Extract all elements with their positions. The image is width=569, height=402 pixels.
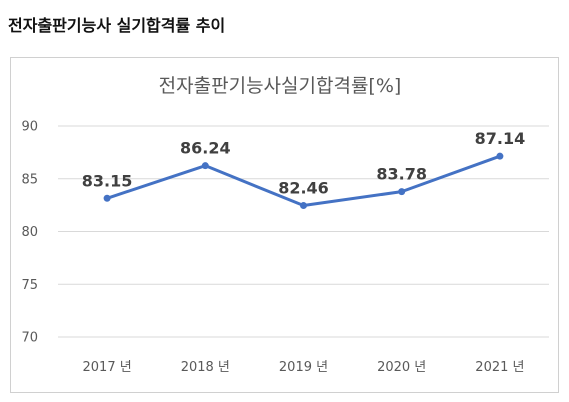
data-label: 83.78 <box>376 165 427 184</box>
data-label: 83.15 <box>82 171 133 190</box>
y-tick-label: 75 <box>21 278 38 293</box>
page-heading: 전자출판기능사 실기합격률 추이 <box>8 16 226 35</box>
x-axis-ticks: 2017 년 2018 년 2019 년 2020 년 2021 년 <box>83 360 525 375</box>
x-tick-label: 2021 년 <box>475 360 524 375</box>
y-axis-ticks: 70 75 80 85 90 <box>21 120 38 346</box>
chart-title: 전자출판기능사실기합격률[%] <box>159 75 402 97</box>
x-tick-label: 2017 년 <box>83 360 132 375</box>
data-point <box>398 188 406 196</box>
y-tick-label: 85 <box>21 172 38 187</box>
y-tick-label: 90 <box>21 120 38 135</box>
data-labels: 83.15 86.24 82.46 83.78 87.14 <box>82 129 525 197</box>
series-layer <box>103 152 504 210</box>
data-point <box>300 202 307 210</box>
data-label: 82.46 <box>278 179 329 198</box>
data-point <box>201 162 209 170</box>
x-tick-label: 2019 년 <box>279 360 328 375</box>
data-label: 86.24 <box>180 139 231 158</box>
gridlines <box>58 125 549 338</box>
data-point <box>496 152 504 160</box>
y-tick-label: 70 <box>21 331 38 346</box>
x-tick-label: 2018 년 <box>181 360 230 375</box>
data-point <box>103 194 111 202</box>
x-tick-label: 2020 년 <box>377 360 426 375</box>
data-label: 87.14 <box>475 129 526 148</box>
y-tick-label: 80 <box>21 225 38 240</box>
